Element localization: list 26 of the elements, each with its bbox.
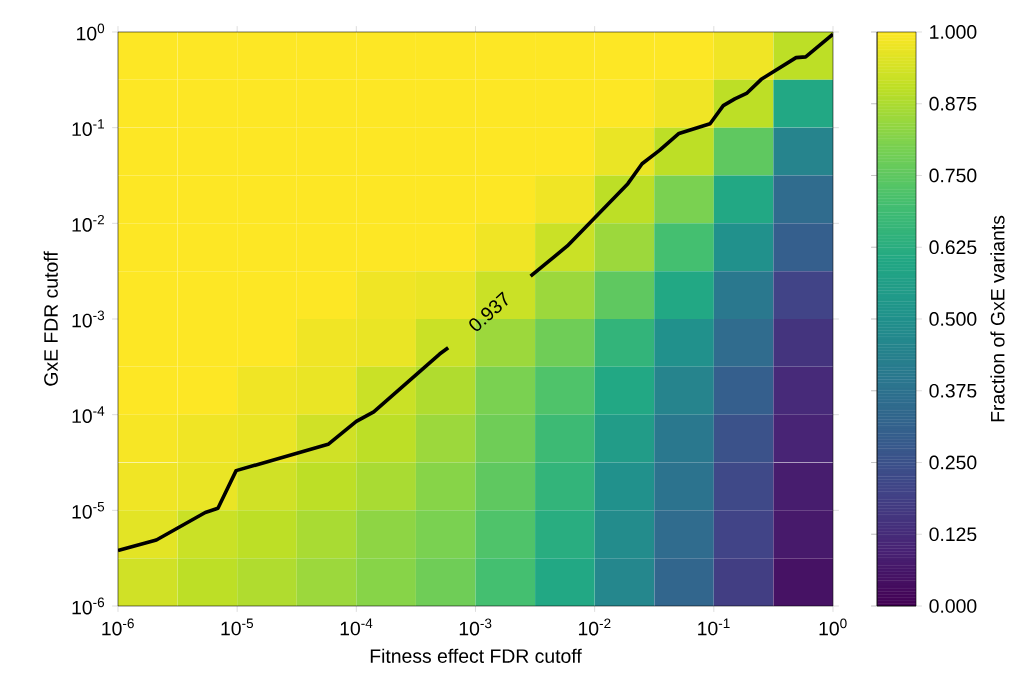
color-bar-label: 0.000 [929, 599, 977, 613]
x-tick-label: 10$^{-4}$ [340, 618, 373, 636]
y-tick-label: 10$^{-5}$ [72, 501, 105, 519]
y-tick-label: 10$^{-1}$ [72, 119, 104, 137]
color-bar-label: 0.500 [929, 312, 977, 326]
x-tick-label: 10$^{-2}$ [578, 618, 611, 636]
y-tick-label: 10$^{-2}$ [72, 214, 104, 232]
y-tick-label: 10$^{0}$ [77, 23, 105, 41]
color-bar-label: 0.250 [929, 455, 977, 470]
x-tick-label: 10$^{0}$ [819, 618, 847, 636]
y-tick-label: 10$^{-3}$ [72, 310, 105, 328]
color-bar-label: 1.000 [930, 25, 977, 39]
y-axis-title: GxE FDR cutoff [43, 251, 58, 386]
x-tick-label: 10$^{-3}$ [459, 618, 492, 636]
color-bar-title: Fraction of GxE variants [990, 215, 1005, 422]
y-tick-label: 10$^{-4}$ [72, 406, 105, 424]
x-tick-label: 10$^{-6}$ [102, 618, 134, 636]
color-bar-label: 0.375 [929, 383, 977, 398]
x-tick-label: 10$^{-1}$ [698, 618, 730, 636]
x-tick-label: 10$^{-5}$ [221, 618, 254, 636]
color-bar-label: 0.750 [929, 168, 977, 183]
color-bar-label: 0.125 [929, 527, 977, 542]
color-bar-label: 0.875 [929, 96, 977, 111]
y-tick-label: 10$^{-6}$ [72, 597, 105, 615]
x-axis-title: Fitness effect FDR cutoff [370, 648, 582, 663]
color-bar-label: 0.625 [929, 240, 977, 255]
